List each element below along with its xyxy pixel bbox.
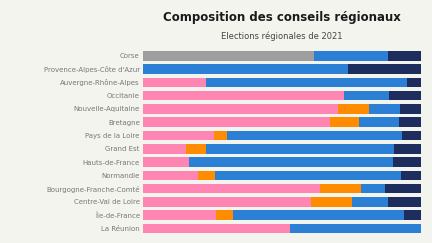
Bar <box>388 51 421 61</box>
Bar <box>314 51 388 61</box>
Bar <box>143 117 330 127</box>
Bar <box>143 184 320 193</box>
Bar <box>143 91 343 101</box>
Bar <box>352 197 388 207</box>
Bar <box>399 117 421 127</box>
Bar <box>289 224 421 233</box>
Bar <box>369 104 400 114</box>
Bar <box>359 117 399 127</box>
Bar <box>338 104 369 114</box>
Bar <box>143 78 206 87</box>
Bar <box>215 171 400 180</box>
Bar <box>343 91 390 101</box>
Bar <box>143 64 348 74</box>
Bar <box>402 131 421 140</box>
Bar <box>214 131 227 140</box>
Bar <box>394 144 421 154</box>
Bar <box>143 197 311 207</box>
Bar <box>197 171 215 180</box>
Bar <box>227 131 402 140</box>
Bar <box>206 78 407 87</box>
Bar <box>311 197 352 207</box>
Bar <box>385 184 421 193</box>
Bar <box>388 197 421 207</box>
Bar <box>186 144 206 154</box>
Bar <box>320 184 361 193</box>
Bar <box>400 171 421 180</box>
Bar <box>216 210 233 220</box>
Text: Elections régionales de 2021: Elections régionales de 2021 <box>221 32 343 41</box>
Bar <box>143 144 186 154</box>
Bar <box>390 91 421 101</box>
Bar <box>143 51 314 61</box>
Bar <box>400 104 421 114</box>
Bar <box>143 131 214 140</box>
Bar <box>206 144 394 154</box>
Bar <box>233 210 404 220</box>
Bar <box>348 64 421 74</box>
Bar <box>143 210 216 220</box>
Bar <box>330 117 359 127</box>
Bar <box>361 184 385 193</box>
Bar <box>143 157 189 167</box>
Bar <box>407 78 421 87</box>
Bar <box>393 157 421 167</box>
Bar <box>143 224 289 233</box>
Bar <box>189 157 393 167</box>
Text: Composition des conseils régionaux: Composition des conseils régionaux <box>163 11 401 24</box>
Bar <box>143 171 197 180</box>
Bar <box>143 104 338 114</box>
Bar <box>404 210 421 220</box>
